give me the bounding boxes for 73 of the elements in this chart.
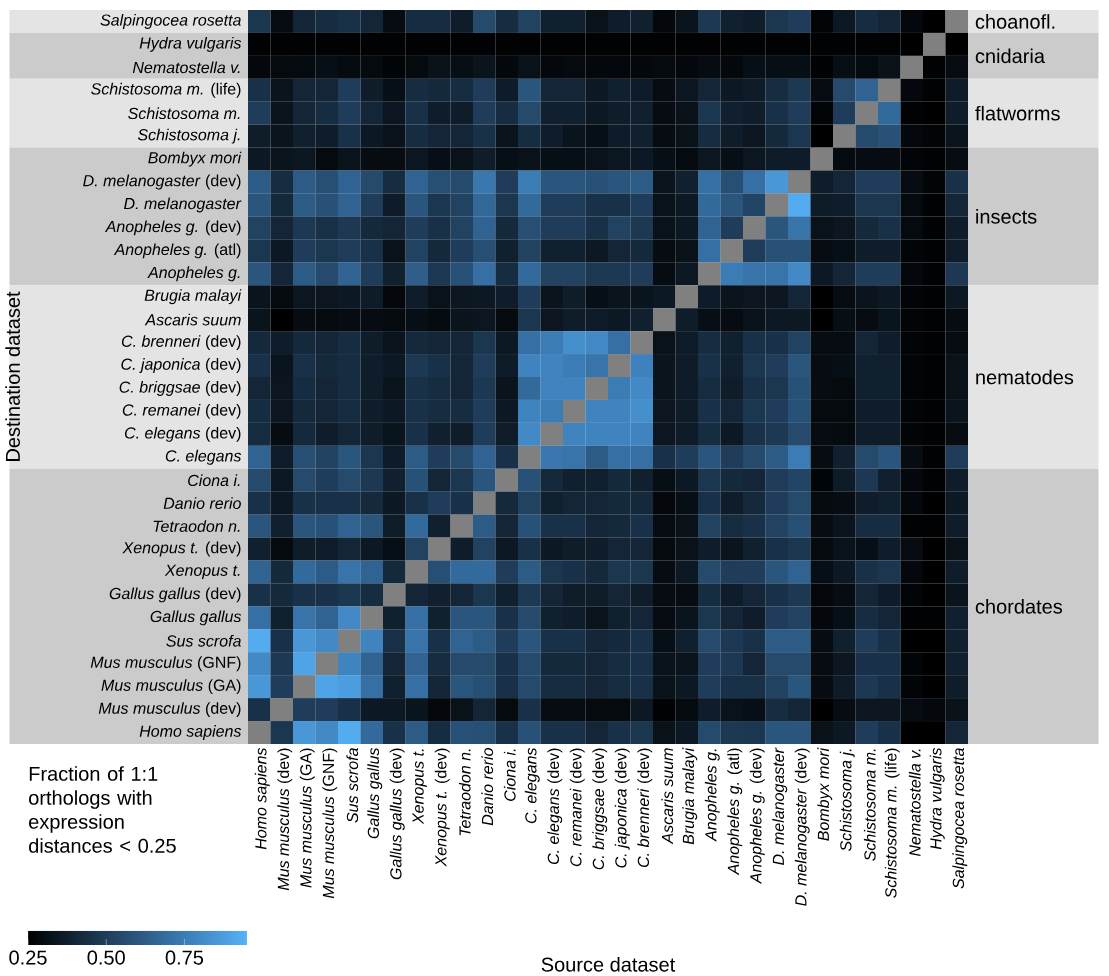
y-tick-label: C. elegans [165,449,242,465]
color-bar-label: 0.50 [87,950,125,965]
x-tick-label: C. japonica (dev) [614,748,630,868]
x-tick-label: Tetraodon n. [458,749,471,836]
y-tick-label: Sus scrofa [166,634,241,647]
x-tick-label: Xenopus t. [412,749,427,825]
band-label: flatworms [975,105,1060,121]
y-tick-label: Danio rerio [163,497,241,510]
x-tick-label: C. elegans (dev) [547,748,563,865]
y-tick-label: C. japonica (dev) [121,358,241,373]
y-tick-label: Ascaris suum [144,313,241,326]
y-tick-label: Nematostella v. [132,61,240,74]
x-tick-label: D. melanogaster [772,747,788,865]
y-tick-label: Brugia malayi [144,289,242,305]
band-label: choanofl. [975,14,1055,29]
color-bar-label: 0.75 [165,950,204,965]
color-bar-title: Fraction of 1:1 orthologs with expression distances < 0.25 [29,766,176,853]
y-tick-label: Tetraodon n. [153,520,240,532]
x-tick-label: Anopheles g. [704,749,720,842]
color-bar-label: 0.25 [9,950,47,965]
y-tick-label: Mus musculus (GA) [101,679,241,695]
band-label: insects [976,209,1037,224]
x-tick-label: Gallus gallus (dev) [389,748,405,880]
y-tick-label: Mus musculus (dev) [98,702,241,718]
x-tick-label: Schistosoma m. (life) [884,748,900,898]
x-tick-label: Gallus gallus [367,747,383,839]
y-tick-label: Hydra vulgaris [139,36,242,52]
y-tick-label: Mus musculus (GNF) [90,656,241,672]
y-tick-label: C. elegans (dev) [124,426,241,442]
x-tick-label: Schistosoma m. [863,749,876,861]
x-tick-label: C. elegans [524,747,540,824]
y-tick-label: Ciona i. [188,474,240,487]
y-tick-label: Schistosoma m. [128,107,240,120]
y-axis-title: Destination dataset [5,291,20,461]
x-tick-label: C. briggsae (dev) [592,748,608,870]
y-tick-label: D. melanogaster [124,197,242,213]
x-tick-label: Ciona i. [503,749,516,801]
x-tick-label: Anopheles g. (atl) [727,748,743,876]
y-tick-label: Bombyx mori [148,151,242,167]
y-tick-label: Anopheles g. (dev) [104,220,241,236]
y-tick-label: Xenopus t. (dev) [122,541,241,557]
x-tick-label: C. brenneri (dev) [637,748,653,868]
x-tick-label: Danio rerio [481,748,494,826]
band-label: nematodes [976,369,1074,385]
band-label: cnidaria [975,48,1045,64]
x-tick-label: Hydra vulgaris [929,747,945,850]
y-tick-label: C. remanei (dev) [122,403,241,419]
y-tick-label: Schistosoma j. [137,128,240,144]
x-tick-label: D. melanogaster (dev) [794,748,810,906]
y-tick-label: Gallus gallus (dev) [109,587,241,603]
x-tick-label: Nematostella v. [908,749,921,857]
y-tick-label: Salpingocea rosetta [100,14,241,29]
x-tick-label: Ascaris suum [661,748,674,845]
x-tick-label: Bombyx mori [817,747,833,841]
y-tick-label: C. briggsae (dev) [119,381,241,396]
x-axis-title: Source dataset [541,956,676,972]
x-tick-label: Mus musculus (GNF) [322,748,338,899]
y-tick-label: Homo sapiens [139,725,242,740]
x-tick-label: C. remanei (dev) [569,748,585,867]
y-tick-label: Anopheles g. (atl) [113,243,241,259]
y-tick-label: D. melanogaster (dev) [83,174,241,190]
x-tick-label: Salpingocea rosetta [952,748,968,889]
y-tick-label: Schistosoma m. (life) [91,82,241,98]
x-tick-label: Sus scrofa [346,748,359,823]
x-tick-label: Schistosoma j. [839,749,855,852]
x-tick-label: Brugia malayi [682,747,698,845]
y-tick-label: C. brenneri (dev) [121,335,241,351]
y-tick-label: Anopheles g. [147,266,240,282]
band-label: chordates [975,599,1063,614]
x-tick-label: Anopheles g. (dev) [749,748,765,885]
y-tick-label: Gallus gallus [150,610,242,626]
x-tick-label: Xenopus t. (dev) [434,748,450,867]
y-tick-label: Xenopus t. [164,564,240,580]
